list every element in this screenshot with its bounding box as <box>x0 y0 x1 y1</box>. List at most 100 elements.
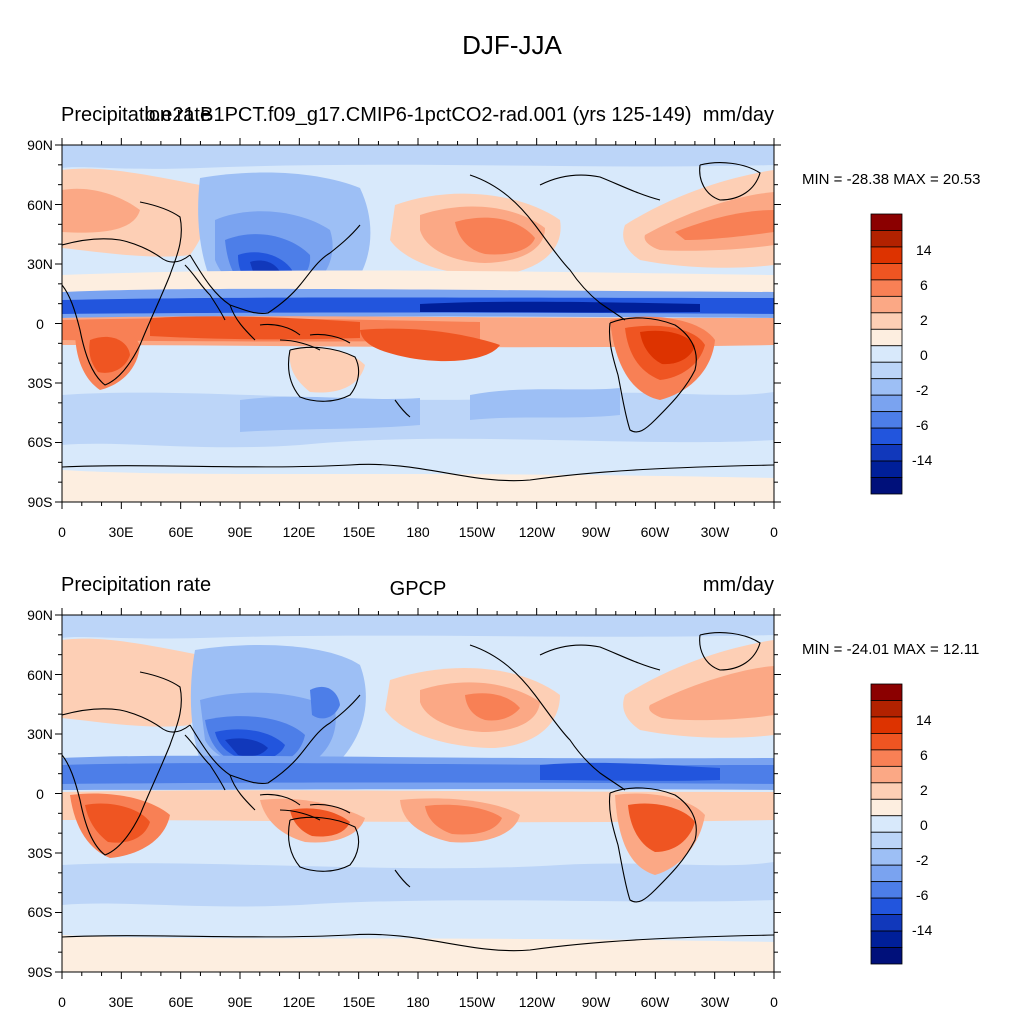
colorbar-swatch <box>870 897 903 915</box>
lon-label: 180 <box>406 524 430 540</box>
colorbar-swatch <box>870 295 903 314</box>
panel1-center-string: b.e21.B1PCT.f09_g17.CMIP6-1pctCO2-rad.00… <box>144 104 692 126</box>
panel1-min-max: MIN = -28.38 MAX = 20.53 <box>802 171 981 188</box>
lon-label: 60W <box>641 994 671 1010</box>
lon-label: 60W <box>641 524 671 540</box>
lon-label: 60E <box>169 524 194 540</box>
panel2-colorbar-labels: 14 6 2 0 -2 -6 -14 <box>912 712 932 938</box>
colorbar-label: 14 <box>916 242 932 258</box>
panel2-left-string: Precipitation rate <box>61 574 212 596</box>
lon-label: 0 <box>770 994 778 1010</box>
lon-label: 0 <box>58 524 66 540</box>
coastline <box>699 162 761 201</box>
lat-label: 30N <box>27 726 53 742</box>
lat-label: 90N <box>27 137 53 153</box>
colorbar-swatch <box>870 411 903 429</box>
panel2-precip-field <box>62 615 774 972</box>
colorbar-label: -2 <box>916 852 929 868</box>
colorbar-swatch <box>870 312 903 330</box>
panel1-axis-ticks <box>55 138 781 509</box>
colorbar-swatch <box>870 749 903 767</box>
lon-label: 0 <box>770 524 778 540</box>
panel2-coastlines <box>62 632 774 952</box>
panel2-lat-labels: 90N 60N 30N 0 30S 60S 90S <box>27 607 53 980</box>
coastline <box>259 323 351 351</box>
colorbar-swatch <box>870 460 903 478</box>
colorbar-swatch <box>870 716 903 734</box>
colorbar-swatch <box>870 782 903 800</box>
lon-label: 30W <box>701 524 731 540</box>
colorbar-label: -14 <box>912 452 932 468</box>
lon-label: 150W <box>459 994 496 1010</box>
panel1-lat-labels: 90N 60N 30N 0 30S 60S 90S <box>27 137 53 510</box>
colorbar-swatch <box>870 848 903 866</box>
coastline <box>287 346 360 402</box>
colorbar-swatch <box>870 230 903 248</box>
colorbar-swatch <box>870 427 903 445</box>
lon-label: 120W <box>519 524 556 540</box>
lon-label: 120E <box>283 994 316 1010</box>
coastline <box>184 734 226 791</box>
coastline <box>539 644 661 671</box>
panel1-left-string: Precipitation rate <box>61 104 212 126</box>
coastline <box>287 816 360 872</box>
colorbar-label: 6 <box>920 747 928 763</box>
coastline <box>394 399 411 418</box>
lat-label: 30N <box>27 256 53 272</box>
coastline <box>62 933 774 952</box>
lon-label: 150W <box>459 524 496 540</box>
colorbar-swatch <box>870 279 903 297</box>
colorbar-swatch <box>870 263 903 281</box>
colorbar-swatch <box>870 798 903 817</box>
coastline <box>62 671 182 856</box>
coastline <box>469 644 626 791</box>
colorbar-label: -2 <box>916 382 929 398</box>
coastline <box>62 238 191 263</box>
lat-label: 60S <box>28 904 53 920</box>
colorbar-swatch <box>870 213 903 231</box>
lon-label: 60E <box>169 994 194 1010</box>
coastline <box>62 463 774 482</box>
colorbar-label: 2 <box>920 782 928 798</box>
lon-label: 30W <box>701 994 731 1010</box>
lon-label: 0 <box>58 994 66 1010</box>
colorbar-swatch <box>870 815 903 833</box>
lon-label: 150E <box>343 524 376 540</box>
colorbar-swatch <box>870 328 903 347</box>
panel1-coastlines <box>62 162 774 482</box>
panel1-colorbar-labels: 14 6 2 0 -2 -6 -14 <box>912 242 932 468</box>
lat-label: 60S <box>28 434 53 450</box>
coastline <box>469 174 626 321</box>
colorbar-swatch <box>870 765 903 784</box>
lon-label: 180 <box>406 994 430 1010</box>
coastline <box>259 793 351 821</box>
coastline <box>608 787 697 903</box>
colorbar-swatch <box>870 831 903 850</box>
lat-label: 0 <box>36 786 44 802</box>
lat-label: 60N <box>27 197 53 213</box>
panel1-right-string: mm/day <box>702 104 774 126</box>
lat-label: 30S <box>28 375 53 391</box>
lon-label: 90E <box>228 994 253 1010</box>
panel1-map <box>55 138 781 509</box>
colorbar-swatch <box>870 444 903 462</box>
coastline <box>394 869 411 888</box>
coastline <box>62 201 182 386</box>
colorbar-label: 0 <box>920 817 928 833</box>
panel1-precip-field <box>62 145 774 502</box>
coastline <box>229 774 256 811</box>
colorbar-swatch <box>870 881 903 899</box>
colorbar-label: -6 <box>916 887 929 903</box>
lon-label: 90W <box>582 994 612 1010</box>
lat-label: 90S <box>28 964 53 980</box>
lon-label: 90W <box>582 524 612 540</box>
panel2-center-string: GPCP <box>389 578 447 600</box>
lon-label: 90E <box>228 524 253 540</box>
lon-label: 120E <box>283 524 316 540</box>
colorbar-label: -6 <box>916 417 929 433</box>
lon-label: 30E <box>109 994 134 1010</box>
lon-label: 30E <box>109 524 134 540</box>
colorbar-swatch <box>870 947 903 965</box>
